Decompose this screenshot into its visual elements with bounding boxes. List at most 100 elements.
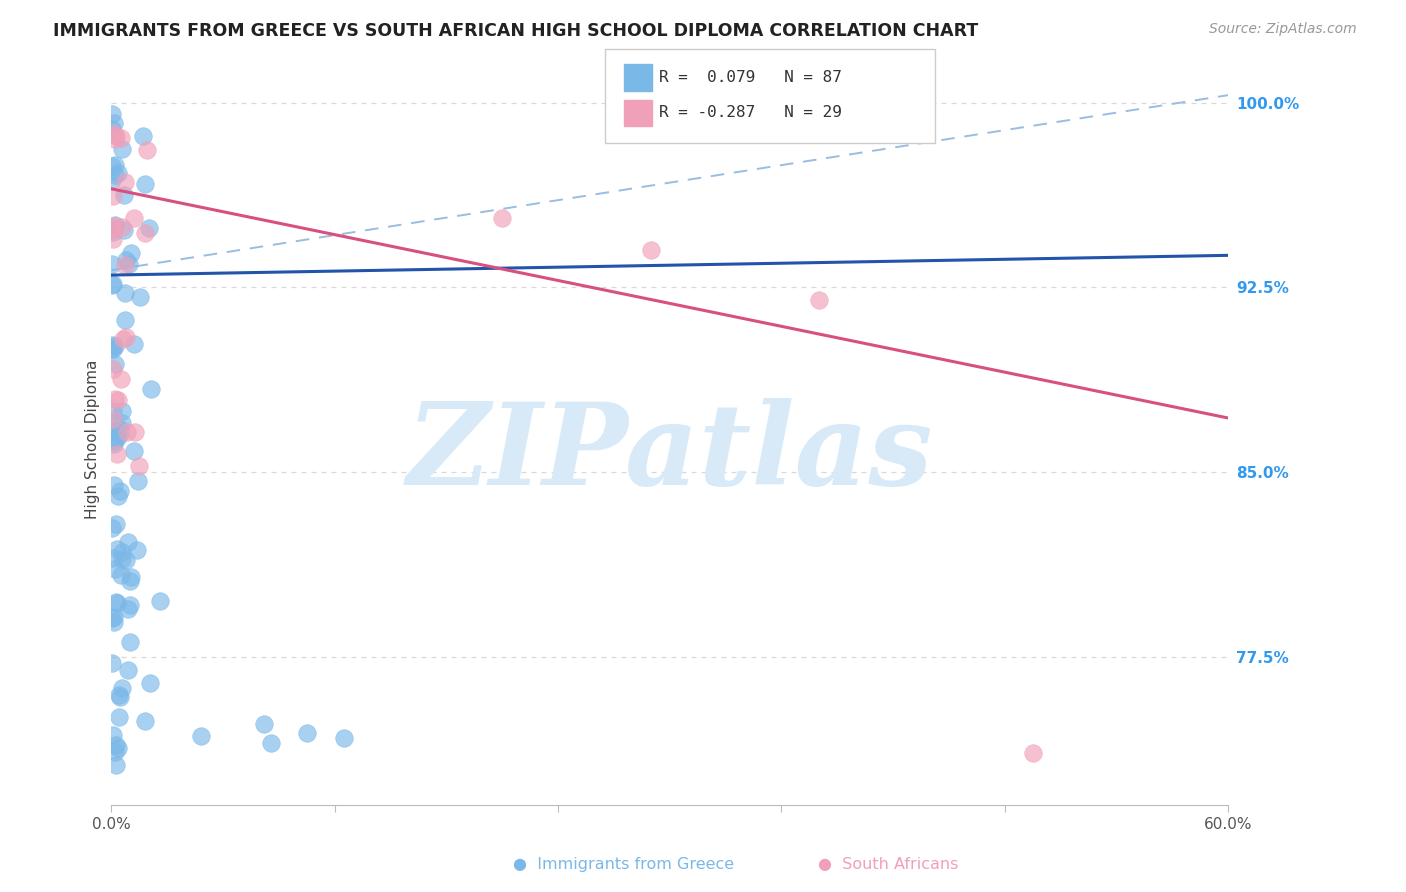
Point [132, 129, 155, 144]
Point [111, 404, 134, 418]
Point [134, 177, 156, 191]
Point [103, 127, 125, 141]
Point [108, 421, 131, 435]
Point [260, 736, 283, 750]
Point [105, 738, 128, 752]
Point [120, 569, 142, 583]
Point [127, 474, 149, 488]
Point [101, 656, 124, 670]
Point [117, 601, 139, 615]
Point [114, 175, 136, 189]
Point [111, 551, 134, 566]
Point [134, 714, 156, 728]
Text: R = -0.287   N = 29: R = -0.287 N = 29 [659, 105, 842, 120]
Point [117, 535, 139, 549]
Point [110, 544, 132, 558]
Point [112, 188, 135, 202]
Point [104, 562, 127, 576]
Point [640, 244, 662, 258]
Point [110, 372, 132, 386]
Point [110, 568, 132, 582]
Point [149, 594, 172, 608]
Point [107, 740, 129, 755]
Point [101, 122, 124, 136]
Text: ZIPatlas: ZIPatlas [406, 398, 934, 509]
Point [108, 710, 131, 724]
Point [253, 716, 276, 731]
Point [111, 219, 134, 234]
Point [491, 211, 513, 226]
Point [117, 257, 139, 271]
Point [139, 675, 162, 690]
Point [104, 757, 127, 772]
Point [115, 425, 138, 439]
Point [101, 342, 124, 356]
Point [104, 218, 127, 232]
Point [101, 159, 124, 173]
Point [101, 278, 124, 293]
Point [103, 277, 125, 292]
Point [107, 165, 129, 179]
Point [108, 688, 131, 702]
Point [103, 615, 125, 629]
Point [103, 116, 125, 130]
Point [117, 664, 139, 678]
Point [114, 313, 136, 327]
Y-axis label: High School Diploma: High School Diploma [86, 359, 100, 518]
Text: R =  0.079   N = 87: R = 0.079 N = 87 [659, 70, 842, 85]
Point [114, 285, 136, 300]
Point [103, 415, 125, 429]
Point [101, 425, 124, 439]
Point [115, 553, 138, 567]
Point [104, 594, 127, 608]
Point [138, 220, 160, 235]
Point [104, 357, 127, 371]
Point [101, 107, 124, 121]
Point [110, 416, 132, 430]
Point [111, 142, 134, 156]
Point [122, 211, 145, 225]
Point [103, 222, 125, 236]
Point [105, 596, 128, 610]
Point [128, 458, 150, 473]
Point [107, 392, 129, 407]
Point [120, 246, 142, 260]
Point [108, 426, 131, 441]
Point [120, 599, 142, 613]
Point [104, 132, 127, 146]
Point [103, 362, 125, 376]
Point [104, 745, 127, 759]
Point [122, 337, 145, 351]
Point [807, 293, 830, 307]
Point [101, 521, 124, 535]
Point [118, 635, 141, 649]
Point [110, 483, 132, 498]
Point [103, 225, 125, 239]
Point [134, 226, 156, 240]
Point [105, 129, 128, 144]
Point [101, 257, 124, 271]
Point [101, 551, 124, 566]
Text: IMMIGRANTS FROM GREECE VS SOUTH AFRICAN HIGH SCHOOL DIPLOMA CORRELATION CHART: IMMIGRANTS FROM GREECE VS SOUTH AFRICAN … [53, 22, 979, 40]
Point [1021, 746, 1043, 760]
Point [124, 425, 146, 440]
Text: Source: ZipAtlas.com: Source: ZipAtlas.com [1209, 22, 1357, 37]
Point [139, 382, 162, 396]
Point [111, 681, 134, 696]
Point [105, 447, 128, 461]
Point [101, 729, 124, 743]
Point [128, 290, 150, 304]
Point [103, 478, 125, 492]
Point [101, 342, 124, 356]
Point [104, 169, 127, 183]
Point [105, 517, 128, 532]
Point [104, 158, 127, 172]
Point [125, 543, 148, 558]
Point [103, 434, 125, 448]
Point [122, 444, 145, 458]
Point [104, 339, 127, 353]
Point [114, 258, 136, 272]
Point [112, 332, 135, 346]
Point [107, 489, 129, 503]
Point [115, 330, 138, 344]
